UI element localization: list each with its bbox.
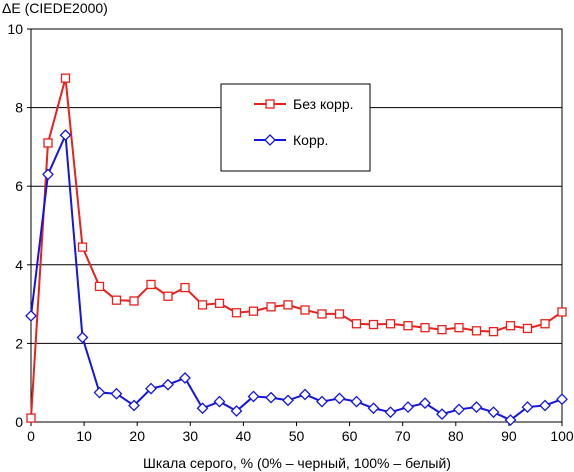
data-point — [470, 401, 483, 413]
data-point — [420, 323, 430, 333]
x-tick-label: 0 — [27, 428, 35, 444]
data-point — [316, 395, 328, 408]
data-point — [454, 323, 464, 333]
data-point — [77, 242, 88, 252]
data-point — [299, 388, 311, 401]
data-point — [385, 319, 396, 329]
data-point — [110, 387, 123, 400]
data-point — [471, 326, 482, 336]
x-tick-label: 70 — [395, 428, 411, 444]
axes — [27, 28, 563, 426]
data-point — [26, 413, 36, 423]
data-point — [522, 323, 533, 334]
y-tick-label: 2 — [15, 335, 23, 351]
x-tick-label: 90 — [501, 428, 517, 444]
data-point — [25, 309, 37, 322]
data-point — [111, 295, 122, 305]
data-point — [283, 300, 293, 310]
data-point — [214, 298, 225, 308]
data-point — [42, 168, 54, 181]
data-point — [282, 394, 294, 407]
data-point — [59, 129, 72, 142]
x-tick-label: 60 — [342, 428, 358, 444]
data-point — [231, 308, 242, 318]
data-point — [129, 296, 139, 306]
data-point — [128, 399, 140, 412]
legend-label: Без корр. — [293, 96, 354, 112]
y-tick-label: 4 — [15, 257, 23, 273]
data-point — [540, 319, 550, 329]
legend-marker — [265, 99, 275, 109]
data-point — [213, 395, 226, 408]
data-point — [163, 291, 173, 301]
data-point — [539, 399, 551, 412]
data-point — [145, 382, 157, 395]
data-point — [196, 402, 209, 415]
data-point — [403, 321, 413, 331]
data-point — [367, 402, 380, 415]
data-point — [504, 414, 517, 426]
x-tick-label: 40 — [236, 428, 252, 444]
x-axis-title: Шкала серого, % (0% – черный, 100% – бел… — [143, 455, 451, 471]
x-tick-label: 80 — [448, 428, 464, 444]
data-point — [197, 300, 208, 310]
data-point — [43, 138, 53, 148]
data-point — [60, 73, 71, 83]
y-axis-title: ΔE (CIEDE2000) — [2, 0, 108, 16]
y-tick-label: 8 — [15, 100, 23, 116]
series-line — [30, 134, 563, 422]
data-point — [333, 392, 346, 405]
data-point — [556, 393, 568, 406]
data-point — [368, 319, 379, 330]
data-point — [487, 406, 500, 419]
data-point — [247, 390, 260, 403]
data-point — [76, 331, 89, 344]
data-point — [419, 397, 431, 410]
y-tick-label: 10 — [7, 21, 23, 37]
data-point — [265, 391, 277, 404]
data-point — [351, 319, 362, 329]
x-tick-label: 30 — [183, 428, 199, 444]
legend-box — [220, 83, 371, 172]
data-point — [94, 281, 105, 292]
x-tick-label: 50 — [289, 428, 305, 444]
data-point — [488, 326, 499, 337]
data-point — [266, 302, 276, 312]
data-point — [505, 321, 516, 331]
data-point — [350, 395, 363, 408]
legend: Без корр. Корр. — [220, 83, 371, 172]
legend-marker — [264, 134, 276, 146]
data-point — [230, 405, 243, 417]
x-tick-label: 100 — [550, 428, 574, 444]
series-layer — [25, 73, 568, 426]
data-point — [179, 372, 191, 384]
data-point — [384, 406, 397, 419]
data-point — [317, 309, 327, 319]
data-point — [334, 309, 345, 319]
data-point — [248, 306, 259, 316]
data-point — [557, 307, 567, 317]
data-point — [402, 401, 414, 413]
data-point — [180, 282, 190, 293]
data-point — [436, 408, 448, 421]
y-tick-label: 0 — [15, 414, 23, 430]
data-point — [162, 378, 174, 391]
series-1 — [26, 73, 567, 423]
series-2 — [25, 129, 568, 426]
data-point — [437, 324, 447, 335]
legend-label: Корр. — [293, 132, 328, 148]
data-point — [453, 403, 465, 416]
data-point — [93, 386, 106, 399]
x-tick-label: 10 — [76, 428, 92, 444]
data-point — [300, 305, 310, 315]
y-tick-label: 6 — [15, 178, 23, 194]
data-point — [146, 279, 156, 290]
data-point — [521, 401, 534, 413]
x-tick-label: 20 — [129, 428, 145, 444]
